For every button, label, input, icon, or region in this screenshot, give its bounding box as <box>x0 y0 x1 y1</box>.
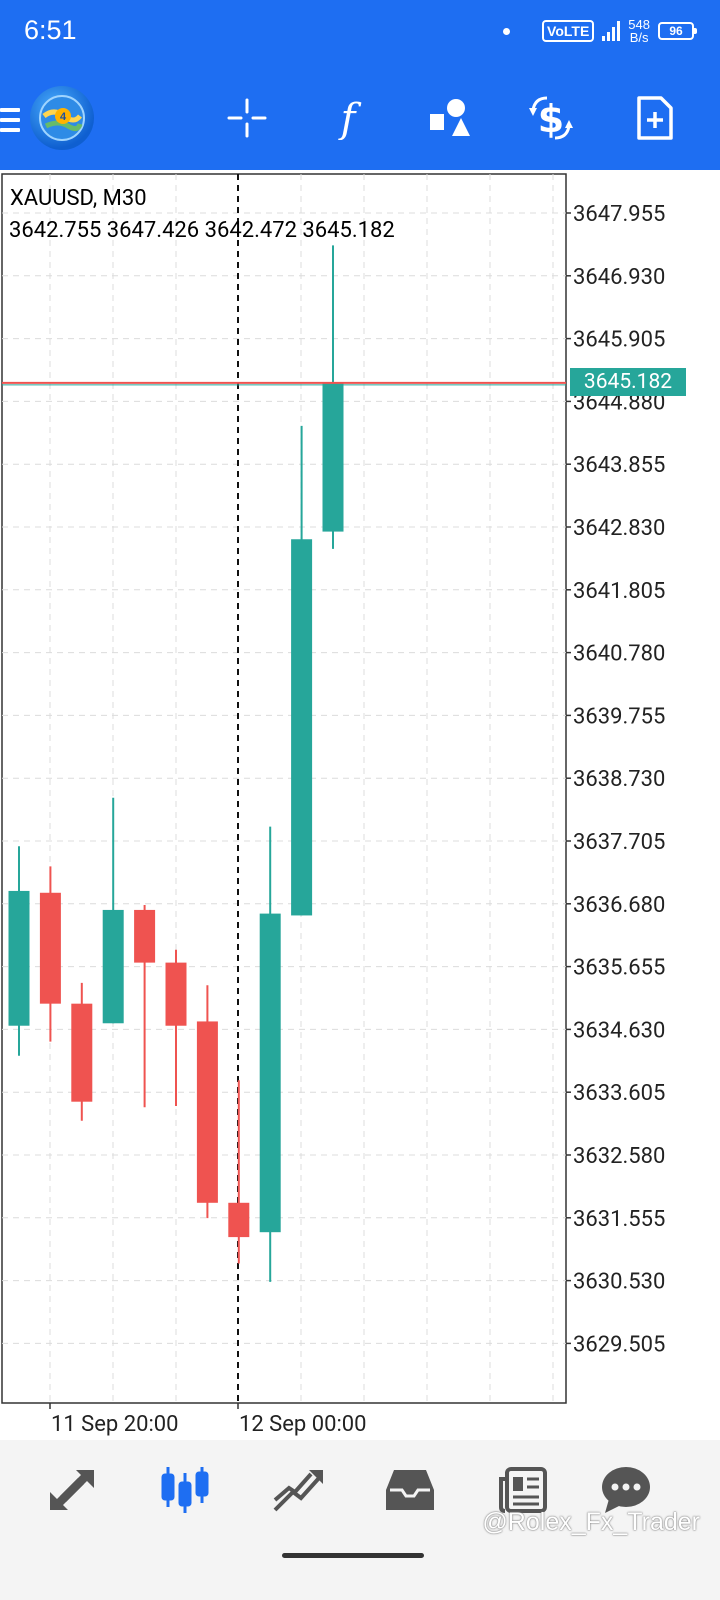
time-label: 12 Sep 00:00 <box>239 1412 367 1437</box>
bottom-nav <box>0 1440 720 1540</box>
battery-icon: 96 <box>658 22 697 40</box>
price-label: 3635.655 <box>573 956 665 981</box>
current-price-tag: 3645.182 <box>570 368 686 396</box>
status-bar: 6:51 VoLTE 548 B/s 96 <box>0 0 720 70</box>
candle-body <box>291 539 313 916</box>
candle-body <box>196 1021 218 1203</box>
trade-icon[interactable] <box>268 1460 328 1520</box>
candle-body <box>259 913 281 1233</box>
symbol-label: XAUUSD, M30 <box>10 186 147 211</box>
system-nav-bar <box>0 1540 720 1600</box>
price-label: 3637.705 <box>573 830 665 855</box>
price-label: 3634.630 <box>573 1018 665 1043</box>
candle-body <box>39 892 61 1004</box>
indicators-icon[interactable]: f <box>318 88 378 148</box>
ohlc-label: 3642.755 3647.426 3642.472 3645.182 <box>9 218 395 243</box>
price-label: 3629.505 <box>573 1332 665 1357</box>
price-chart[interactable]: 3647.9553646.9303645.9053644.8803643.855… <box>0 172 720 1440</box>
candle-body <box>71 1003 93 1102</box>
watermark-text: @Rolex_Fx_Trader <box>482 1508 700 1536</box>
status-time: 6:51 <box>24 15 77 45</box>
candle-body <box>102 909 124 1024</box>
price-label: 3641.805 <box>573 579 665 604</box>
svg-text:$: $ <box>538 97 564 141</box>
time-label: 11 Sep 20:00 <box>51 1412 179 1437</box>
history-icon[interactable] <box>380 1460 440 1520</box>
svg-text:f: f <box>338 96 362 140</box>
objects-icon[interactable] <box>420 88 480 148</box>
chart-area[interactable]: 3647.955 3646.930 3645.905 3644.880 3643.855… <box>0 172 720 1440</box>
volte-icon: VoLTE <box>542 20 595 42</box>
price-label: 3645.905 <box>573 328 665 353</box>
plot-frame <box>1 173 567 1404</box>
svg-text:4: 4 <box>60 111 67 123</box>
price-label: 3647.955 <box>573 202 665 227</box>
candle-body <box>228 1202 250 1238</box>
price-label: 3646.930 <box>573 265 665 290</box>
new-order-icon[interactable] <box>625 88 685 148</box>
net-speed-value: 548 <box>628 17 650 32</box>
quotes-icon[interactable] <box>42 1460 102 1520</box>
home-indicator[interactable] <box>282 1553 424 1558</box>
app-logo[interactable]: 4 <box>30 86 94 150</box>
notification-dot-icon <box>503 27 511 35</box>
status-icons: VoLTE 548 B/s 96 <box>503 18 697 44</box>
candle-body <box>8 890 30 1026</box>
menu-icon[interactable] <box>0 108 20 134</box>
crosshair-icon[interactable] <box>217 88 277 148</box>
candle-body <box>165 962 187 1026</box>
candle-body <box>134 909 156 963</box>
price-label: 3636.680 <box>573 893 665 918</box>
toolbar: 4 f $ <box>0 70 720 170</box>
price-label: 3638.730 <box>573 767 665 792</box>
price-label: 3631.555 <box>573 1207 665 1232</box>
candle-body <box>322 382 344 532</box>
price-label: 3640.780 <box>573 642 665 667</box>
chart-icon[interactable] <box>155 1460 215 1520</box>
price-label: 3643.855 <box>573 453 665 478</box>
price-label: 3632.580 <box>573 1144 665 1169</box>
net-speed: 548 B/s <box>628 18 650 44</box>
net-speed-unit: B/s <box>629 30 649 45</box>
chat-icon[interactable] <box>596 1460 656 1520</box>
price-label: 3633.605 <box>573 1081 665 1106</box>
price-label: 3642.830 <box>573 516 665 541</box>
signal-icon <box>602 21 621 41</box>
trade-dollar-icon[interactable]: $ <box>521 88 581 148</box>
news-icon[interactable] <box>493 1460 553 1520</box>
price-label: 3630.530 <box>573 1270 665 1295</box>
price-label: 3639.755 <box>573 704 665 729</box>
